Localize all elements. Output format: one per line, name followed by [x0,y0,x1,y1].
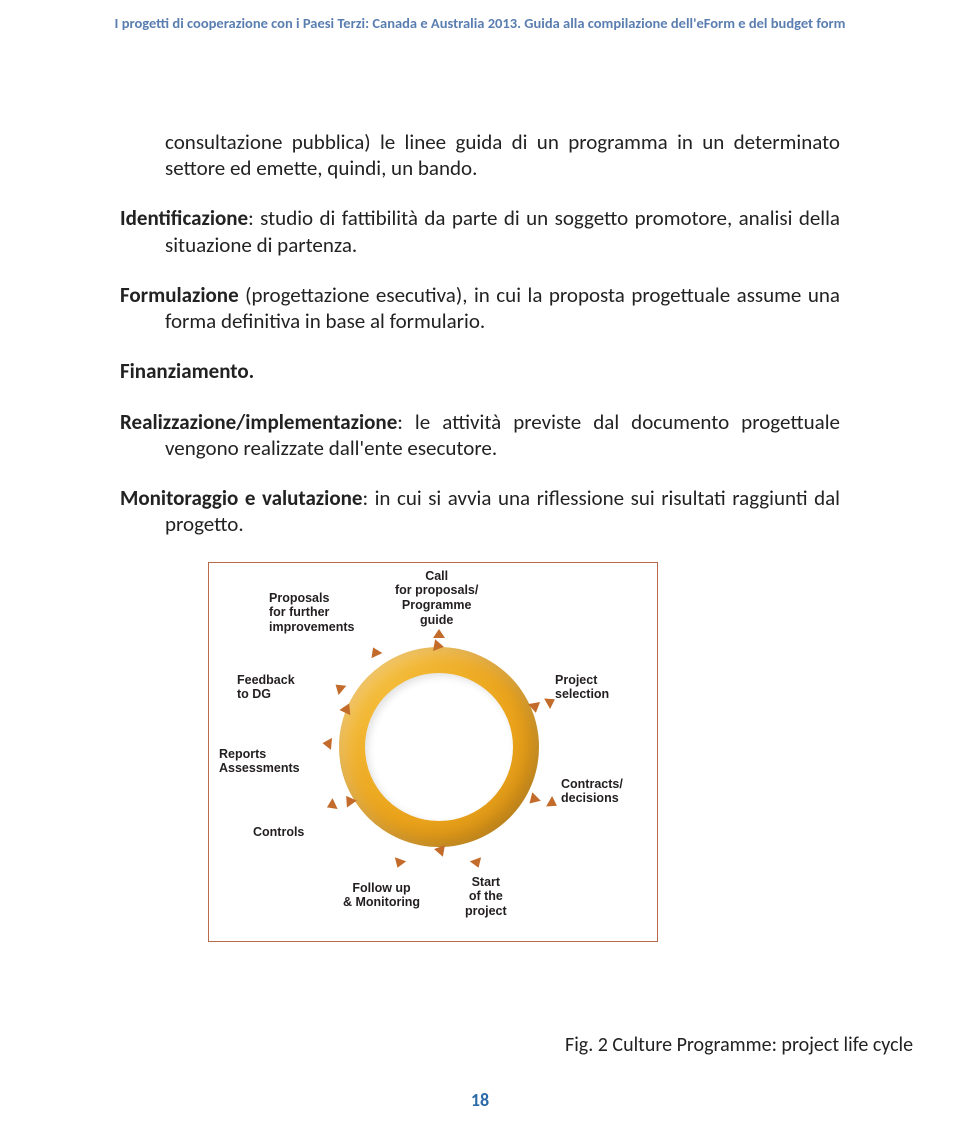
page-number: 18 [0,1089,960,1111]
label-followup: Follow up& Monitoring [343,881,420,911]
arrow-icon [433,639,445,653]
paragraph-formulazione: Formulazione (progettazione esecutiva), … [120,282,840,335]
term-formulazione: Formulazione [120,282,239,308]
label-proposals: Proposalsfor furtherimprovements [269,591,354,635]
pointer-arrow-icon [546,796,560,811]
pointer-arrow-icon [368,644,383,657]
paragraph-finanziamento: Finanziamento. [120,358,840,384]
arrow-icon [433,843,445,857]
figure-container: Callfor proposals/Programmeguide Project… [120,562,840,942]
label-feedback: Feedbackto DG [237,673,295,703]
text-identificazione: : studio di fattibilità da parte di un s… [165,205,840,257]
page-header: I progetti di cooperazione con i Paesi T… [0,0,960,39]
pointer-arrow-icon [433,629,445,638]
pointer-arrow-icon [332,680,347,695]
arrow-icon [525,792,541,808]
paragraph-monitoraggio: Monitoraggio e valutazione: in cui si av… [120,485,840,538]
label-start: Startof theproject [465,875,507,919]
label-controls: Controls [253,825,304,840]
pointer-arrow-icon [322,737,332,750]
label-project-selection: Projectselection [555,673,609,703]
arrow-icon [528,702,542,714]
pointer-arrow-icon [392,857,406,870]
paragraph-realizzazione: Realizzazione/implementazione: le attivi… [120,409,840,462]
figure-caption: Fig. 2 Culture Programme: project life c… [565,1033,913,1057]
cycle-diagram: Callfor proposals/Programmeguide Project… [208,562,658,942]
paragraph-identificazione: Identificazione: studio di fattibilità d… [120,205,840,258]
term-monitoraggio: Monitoraggio e valutazione [120,485,362,511]
term-identificazione: Identificazione [120,205,248,231]
text-formulazione: (progettazione esecutiva), in cui la pro… [165,282,840,334]
label-contracts: Contracts/decisions [561,777,623,807]
label-call: Callfor proposals/Programmeguide [395,569,478,628]
pointer-arrow-icon [470,857,484,870]
label-reports: ReportsAssessments [219,747,300,777]
paragraph-intro: consultazione pubblica) le linee guida d… [120,129,840,182]
ring-inner [365,673,513,821]
term-realizzazione: Realizzazione/implementazione [120,409,397,435]
pointer-arrow-icon [324,798,337,813]
main-content: consultazione pubblica) le linee guida d… [0,39,960,942]
term-finanziamento: Finanziamento. [120,358,254,384]
